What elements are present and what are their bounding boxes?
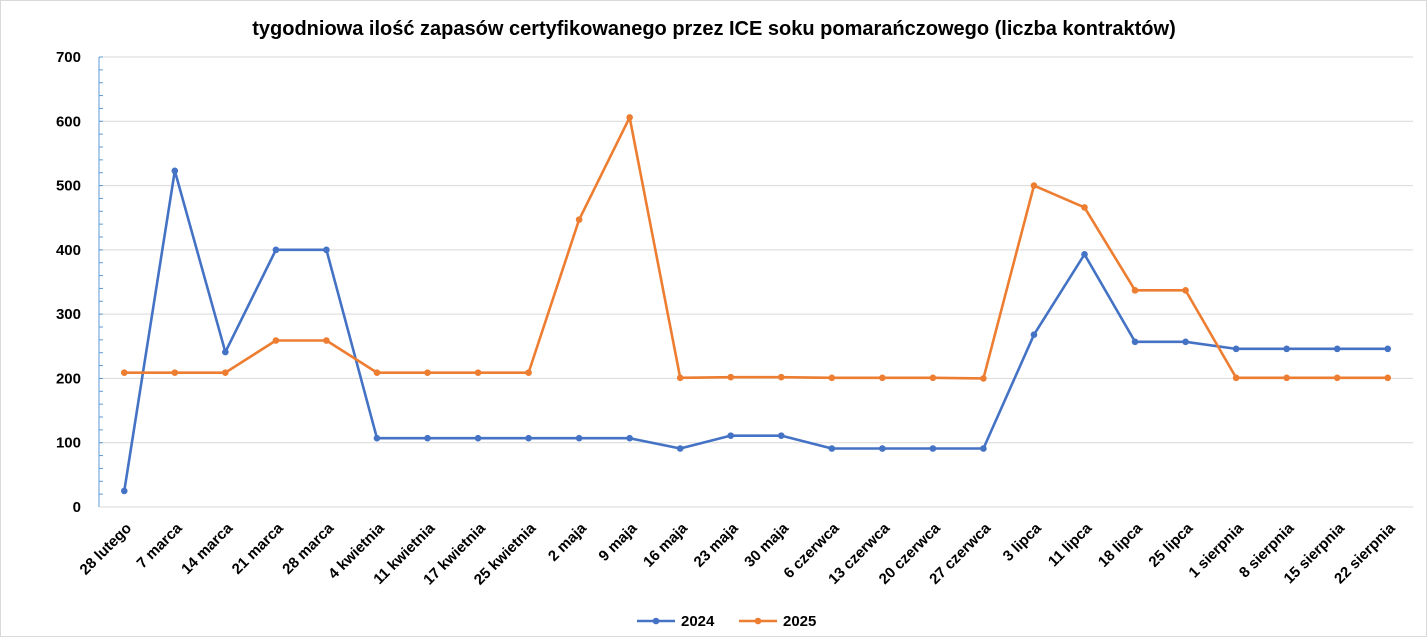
data-point-2025 — [828, 374, 836, 382]
x-tick-label: 30 maja — [741, 519, 792, 570]
y-tick-label: 100 — [56, 435, 81, 452]
data-point-2024 — [1131, 338, 1139, 346]
legend: 2024 2025 — [637, 613, 816, 630]
data-point-2024 — [474, 434, 482, 442]
data-point-2024 — [272, 246, 280, 254]
data-point-2024 — [1232, 345, 1240, 353]
legend-label-2024: 2024 — [681, 613, 715, 630]
data-point-2025 — [272, 337, 280, 344]
chart-title: tygodniowa ilość zapasów certyfikowanego… — [252, 18, 1176, 40]
data-point-2025 — [929, 374, 937, 382]
data-point-2025 — [525, 369, 532, 376]
series-line-2024 — [122, 169, 1388, 492]
y-tick-label: 400 — [56, 242, 81, 259]
data-point-2024 — [222, 348, 229, 356]
data-point-2024 — [575, 434, 583, 442]
data-point-2025 — [1030, 182, 1038, 189]
data-point-2024 — [777, 432, 785, 439]
data-point-2025 — [879, 374, 886, 382]
x-tick-label: 16 maja — [640, 519, 691, 570]
x-tick-label: 9 maja — [595, 519, 641, 565]
data-point-2024 — [828, 445, 836, 452]
data-point-2025 — [222, 369, 229, 376]
data-point-2025 — [1384, 374, 1392, 382]
legend-label-2025: 2025 — [783, 613, 816, 630]
data-point-2024 — [626, 434, 633, 442]
data-point-2025 — [1182, 287, 1189, 294]
data-point-2025 — [1232, 374, 1240, 382]
x-tick-label: 14 marca — [178, 519, 236, 577]
data-point-2025 — [626, 114, 633, 121]
data-point-2024 — [929, 445, 937, 452]
data-point-2024 — [676, 445, 684, 452]
data-point-2025 — [373, 369, 381, 376]
data-point-2025 — [727, 373, 735, 381]
data-point-2025 — [171, 369, 179, 376]
y-tick-label: 0 — [73, 499, 81, 516]
data-point-2024 — [1030, 331, 1038, 339]
data-point-2025 — [323, 337, 330, 344]
data-point-2024 — [1283, 345, 1290, 353]
data-point-2025 — [575, 216, 583, 223]
x-tick-label: 2 maja — [545, 519, 591, 565]
x-tick-label: 11 lipca — [1045, 519, 1096, 570]
data-point-2024 — [171, 167, 179, 175]
data-point-2024 — [525, 434, 532, 442]
x-tick-label: 3 lipca — [1000, 519, 1046, 565]
data-point-2025 — [1333, 374, 1341, 382]
x-tick-label: 21 marca — [229, 519, 287, 577]
data-point-2024 — [727, 432, 735, 439]
data-point-2024 — [424, 434, 431, 442]
data-point-2024 — [373, 434, 381, 442]
x-tick-label: 28 lutego — [77, 520, 136, 579]
data-point-2024 — [1081, 251, 1088, 258]
data-point-2025 — [424, 369, 431, 376]
data-point-2025 — [1131, 287, 1139, 294]
data-point-2025 — [676, 374, 684, 382]
data-point-2024 — [1333, 345, 1341, 353]
data-point-2025 — [1081, 204, 1088, 211]
x-tick-label: 18 lipca — [1095, 519, 1146, 570]
legend-marker-2024 — [652, 617, 660, 625]
x-tick-label: 25 lipca — [1145, 519, 1196, 570]
data-point-2024 — [879, 445, 886, 452]
data-point-2025 — [777, 373, 785, 381]
legend-marker-2025 — [754, 617, 762, 625]
data-point-2024 — [323, 246, 330, 254]
data-point-2024 — [1182, 338, 1189, 346]
y-tick-label: 300 — [56, 306, 81, 323]
data-point-2024 — [120, 487, 128, 495]
y-tick-label: 500 — [56, 178, 81, 195]
y-tick-label: 200 — [56, 370, 81, 387]
data-point-2025 — [474, 369, 482, 376]
data-point-2025 — [1283, 374, 1290, 382]
data-point-2024 — [1384, 345, 1392, 353]
series-line-2025 — [124, 116, 1388, 380]
y-tick-label: 600 — [56, 113, 81, 130]
x-tick-label: 23 maja — [691, 519, 742, 570]
data-point-2024 — [980, 445, 987, 452]
data-point-2025 — [120, 369, 128, 376]
y-tick-label: 700 — [56, 49, 81, 66]
series-layer — [120, 114, 1392, 495]
x-tick-label: 7 marca — [134, 519, 187, 572]
data-point-2025 — [980, 375, 987, 382]
y-axis: 0 100 200 300 400 500 600 700 — [56, 49, 103, 516]
